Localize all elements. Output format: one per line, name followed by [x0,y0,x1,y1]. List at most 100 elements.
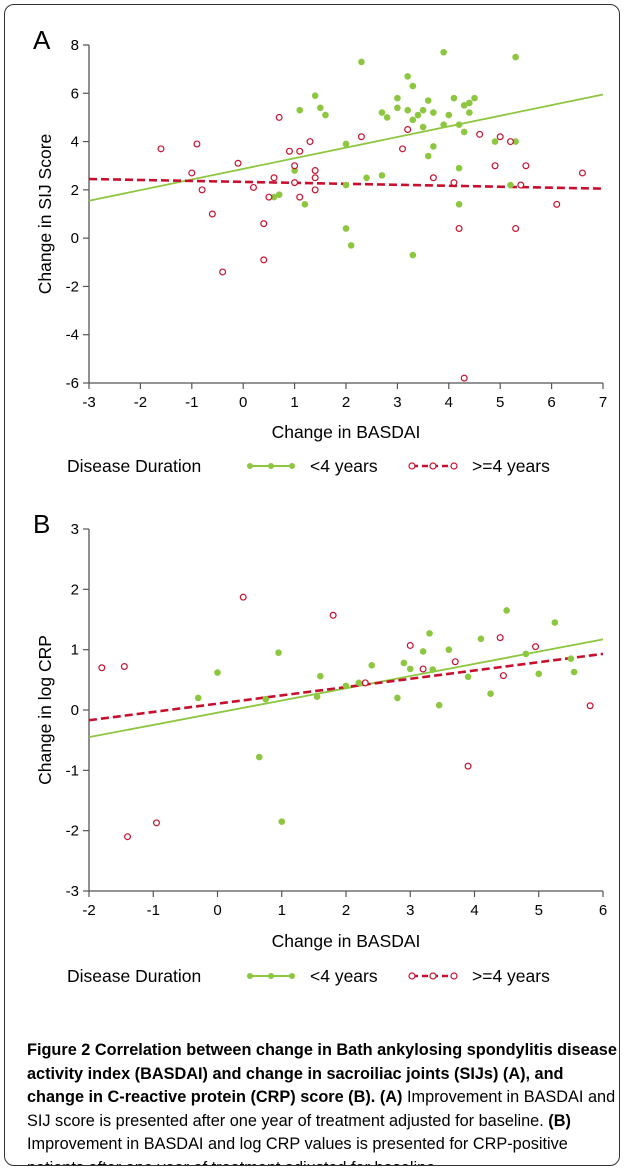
data-point-series-0 [445,646,453,653]
data-point-series-0 [570,668,578,676]
data-point-series-1 [265,193,273,201]
data-point-series-1 [249,183,257,191]
data-point-series-1 [361,679,369,687]
x-tick-label: 4 [470,902,478,919]
legend-swatch-lt4-marker [247,463,253,469]
legend-swatch-ge4-marker [429,972,437,980]
data-point-series-1 [404,125,412,133]
legend-title: Disease Duration [67,966,201,986]
x-tick-label: 1 [290,394,298,411]
y-tick-label: 6 [71,85,79,102]
legend: Disease Duration <4 years >=4 years [67,966,550,986]
legend-entry-series-1: >=4 years [472,456,550,476]
y-tick-label: -6 [66,375,79,392]
data-point-series-0 [503,607,510,614]
data-point-series-0 [363,174,370,182]
data-point-series-0 [522,650,530,658]
data-point-series-0 [342,181,350,189]
x-tick-label: 6 [547,394,555,411]
data-point-series-0 [406,665,414,673]
data-point-series-1 [455,224,463,232]
data-point-series-1 [311,167,319,175]
data-point-series-0 [301,201,309,208]
data-point-series-0 [409,116,417,124]
data-point-series-0 [419,106,427,114]
x-tick-label: 5 [535,902,543,919]
x-tick-label: 6 [599,902,607,919]
data-point-series-0 [435,701,443,709]
legend-swatch-ge4-marker [450,972,458,980]
data-point-series-1 [496,133,504,141]
data-point-series-1 [208,210,216,218]
data-point-series-1 [406,641,414,649]
data-point-series-1 [506,138,514,146]
data-point-series-0 [430,109,437,116]
data-point-series-0 [419,648,427,655]
data-point-series-1 [512,224,520,232]
y-tick-label: 0 [71,702,79,719]
data-point-series-1 [239,593,247,601]
x-tick-label: 0 [239,394,247,411]
legend-swatch-lt4-marker [268,463,274,469]
data-point-series-0 [278,818,286,825]
x-tick-label: 0 [213,902,221,919]
data-point-series-0 [466,99,473,107]
data-point-series-0 [551,619,559,626]
data-point-series-1 [291,162,299,170]
data-point-series-1 [491,162,499,170]
data-point-series-1 [152,819,160,827]
data-point-series-1 [311,174,319,182]
x-tick-label: -1 [185,394,198,411]
data-point-series-0 [491,138,499,145]
caption-panel-a-text: Improvement in BASDAI and SIJ score is p… [27,1088,616,1130]
y-axis-title: Change in SIJ Score [35,134,55,295]
data-point-series-1 [460,374,468,382]
data-point-series-0 [445,111,453,119]
data-point-series-0 [378,109,386,116]
x-axis-title: Change in BASDAI [272,931,421,951]
data-point-series-1 [578,169,586,177]
panel-label: A [33,25,51,55]
data-point-series-1 [188,169,196,177]
data-point-series-0 [466,109,473,116]
y-tick-label: 4 [71,134,79,151]
data-point-series-0 [567,655,575,663]
data-point-series-1 [275,113,283,121]
data-point-series-0 [450,94,458,102]
data-point-series-0 [394,104,401,112]
y-tick-label: 3 [71,521,79,538]
data-point-series-0 [262,695,269,703]
data-point-series-1 [291,179,299,187]
data-point-series-0 [430,143,437,150]
data-point-series-0 [368,662,376,669]
data-point-series-0 [275,191,283,198]
data-point-series-0 [512,53,519,61]
data-point-series-0 [270,193,278,201]
data-point-series-1 [357,133,365,141]
data-point-series-0 [378,172,386,179]
y-tick-label: -3 [66,883,79,900]
data-point-series-1 [124,833,132,841]
y-tick-label: 8 [71,37,79,54]
data-point-series-0 [424,152,432,160]
data-point-series-0 [455,164,463,172]
data-point-series-0 [440,121,447,128]
data-point-series-1 [522,162,530,170]
fit-line-series-0 [88,93,604,202]
x-tick-label: 2 [342,394,350,411]
data-point-series-0 [291,167,298,174]
panel-label: B [33,509,50,539]
data-point-series-1 [419,665,427,673]
chart-panel-a: A -3 -2 -1 0 1 2 3 4 5 6 7 -6 -4 -2 0 2 4 6 8 Change in BASD… [33,25,607,476]
legend-entry-series-0: <4 years [310,456,378,476]
data-point-series-1 [499,672,507,680]
data-point-series-0 [487,690,494,698]
caption-panel-a-label: (A) [379,1088,403,1106]
data-point-series-1 [311,186,319,194]
data-point-series-0 [194,694,202,702]
data-point-series-0 [512,138,519,145]
data-point-series-0 [477,635,485,643]
x-tick-label: 5 [496,394,504,411]
x-tick-label: 7 [599,394,607,411]
